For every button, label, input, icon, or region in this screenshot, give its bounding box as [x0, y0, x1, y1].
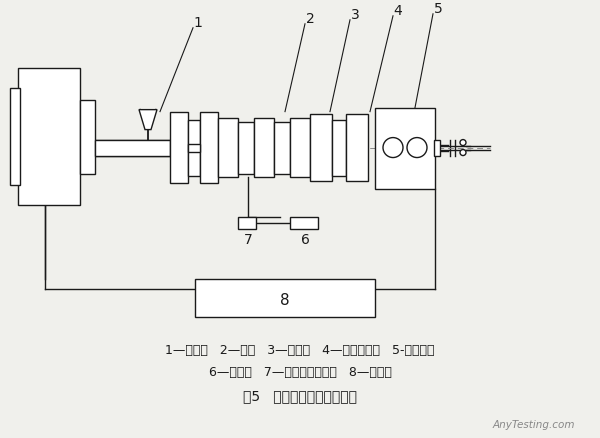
Bar [254, 118, 274, 178]
Bar [332, 120, 346, 176]
Text: 6: 6 [301, 233, 310, 247]
Bar [188, 120, 200, 176]
Bar [310, 114, 332, 182]
Bar [238, 218, 256, 230]
Text: 7: 7 [244, 233, 253, 247]
Polygon shape [139, 110, 157, 130]
Bar [290, 118, 310, 178]
Bar [80, 100, 95, 174]
Text: AnyTesting.com: AnyTesting.com [493, 419, 575, 429]
Text: 2: 2 [305, 12, 314, 26]
Bar [434, 140, 440, 156]
Bar [195, 280, 375, 318]
Text: 1—挤出机   2—机头   3—冷却槽   4—在线测径仪   5-牵引装置: 1—挤出机 2—机头 3—冷却槽 4—在线测径仪 5-牵引装置 [165, 343, 435, 356]
Bar [274, 122, 290, 174]
Text: 3: 3 [350, 8, 359, 22]
Text: 图5   精密挤出生产线示意图: 图5 精密挤出生产线示意图 [243, 388, 357, 402]
Bar [188, 144, 200, 152]
Circle shape [460, 140, 466, 146]
Bar [375, 108, 435, 190]
Bar [218, 118, 238, 178]
Bar [95, 140, 170, 156]
Circle shape [407, 138, 427, 158]
Bar [170, 113, 188, 184]
Bar [10, 88, 20, 186]
Circle shape [383, 138, 403, 158]
Text: 4: 4 [394, 4, 403, 18]
Text: 6—气源箱   7—气体流量控制器   8—控制器: 6—气源箱 7—气体流量控制器 8—控制器 [209, 365, 391, 378]
Text: 8: 8 [280, 292, 290, 307]
Circle shape [460, 150, 466, 156]
Bar [290, 218, 318, 230]
Text: 5: 5 [434, 2, 442, 16]
Text: 1: 1 [194, 16, 202, 30]
Bar [238, 122, 254, 174]
Bar [18, 69, 80, 206]
Bar [200, 113, 218, 184]
Bar [346, 114, 368, 182]
